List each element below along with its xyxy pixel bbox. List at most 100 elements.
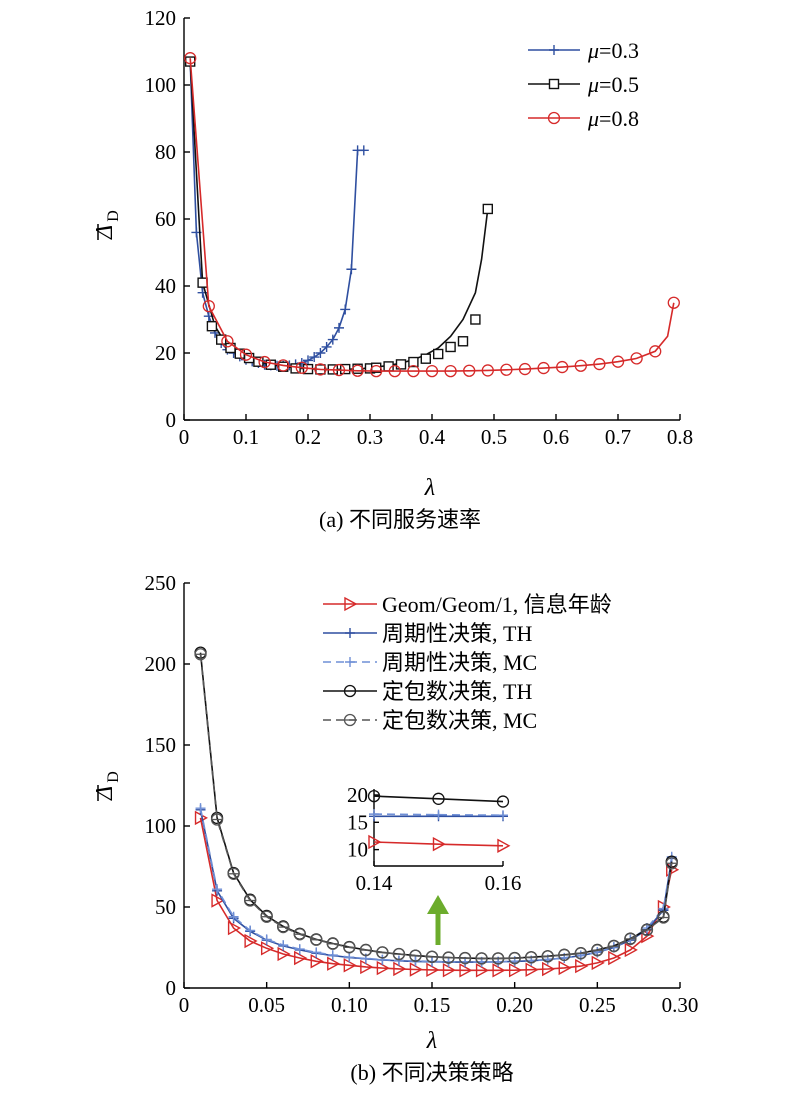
chart-b-series-0-point [542, 961, 556, 977]
chart-b-x-tick-label: 0 [179, 993, 190, 1017]
chart-b-series-4-point [376, 946, 389, 959]
chart-b-series [194, 646, 680, 978]
chart-a-axes: 0 0.1 0.2 0.3 0.4 0.5 0.6 0.7 0.8 0 20 40 60 80 100 120 [145, 6, 694, 449]
chart-b-series-0-point [492, 963, 506, 978]
chart-b-series-0-point [211, 893, 225, 908]
chart-a-x-tick-label: 0.7 [605, 425, 631, 449]
legend-label-symbol: μ [587, 106, 599, 131]
chart-b-series-4-point [640, 923, 654, 937]
inset-series-2-point [369, 809, 379, 820]
chart-b-series-2-point [245, 925, 256, 936]
chart-b-y-tick-label: 0 [166, 976, 177, 1000]
chart-b-x-axis-label: λ [426, 1028, 437, 1054]
chart-b-series-0-point [575, 958, 589, 974]
chart-b-series-4-point [277, 920, 290, 934]
legend-label: Geom/Geom/1, 信息年龄 [382, 592, 612, 617]
chart-a-series-0-point [309, 352, 320, 363]
chart-b-y-axis-label: Δ D [92, 771, 122, 801]
chart-a-x-tick-label: 0.3 [357, 425, 383, 449]
chart-b-series-4-point [525, 951, 538, 964]
legend-label-value: =0.3 [599, 38, 639, 63]
chart-b-series-2-point [278, 940, 289, 951]
chart-b-y-tick-label: 200 [145, 652, 177, 676]
chart-b-series-0-point [442, 963, 456, 978]
chart-b-series-2-line [199, 808, 673, 963]
chart-b-series-0-point [591, 955, 605, 971]
chart-a-series-0-point [321, 341, 332, 352]
chart-a-series-2-point [500, 363, 513, 376]
chart-b-legend-item-0: Geom/Geom/1, 信息年龄 [323, 592, 612, 617]
chart-a-series-0-point [334, 322, 344, 333]
chart-b-series-4-point [657, 911, 670, 924]
chart-b-legend-item-2: 周期性决策, MC [323, 650, 537, 675]
chart-b-series-0-point [310, 954, 324, 969]
chart-b-series-2-point [344, 952, 355, 963]
chart-a-series-2-point [314, 363, 327, 376]
chart-a-x-tick-label: 0.4 [419, 425, 446, 449]
legend-marker [344, 596, 358, 612]
chart-b-x-tick-label: 0.10 [331, 993, 368, 1017]
chart-b-series-0-point [525, 962, 539, 977]
inset-series-0-point [432, 836, 446, 852]
chart-b-legend-item-4: 定包数决策, MC [323, 708, 537, 733]
chart-a-series-2-point [425, 364, 439, 378]
chart-b-y-tick-label: 250 [145, 571, 177, 595]
svg-text:D: D [105, 210, 122, 222]
chart-a-x-axis-label: λ [424, 475, 435, 501]
chart-a-series-1-point [206, 321, 218, 332]
zoom-arrow [427, 895, 449, 945]
legend-marker [345, 657, 355, 667]
legend-marker [345, 628, 355, 638]
chart-a-series-1-point [408, 356, 419, 368]
chart-a-series-1-point [482, 203, 493, 215]
chart-a-y-tick-label: 40 [155, 274, 176, 298]
inset-series-2-point [498, 810, 508, 821]
chart-b-series-2-point [327, 950, 338, 961]
chart-a-series-0-point [315, 348, 326, 358]
chart-a-series-2-point [184, 52, 197, 65]
chart-b-series-0-point [409, 962, 423, 977]
chart-b-series-4-point [425, 950, 439, 964]
inset-series-0-point [368, 834, 382, 850]
chart-b-series-0-point [459, 963, 473, 978]
legend-label: μ=0.8 [587, 106, 639, 131]
legend-label: 定包数决策, TH [382, 679, 532, 704]
chart-b-series-4-point [541, 950, 554, 963]
chart-b-series-4-point [343, 941, 356, 954]
chart-b-series-4-point [243, 894, 257, 907]
legend-marker [548, 78, 560, 90]
chart-b-series-0-point [327, 956, 341, 971]
inset-x-tick-label: 0.16 [485, 871, 522, 895]
chart-b-series-4-point [442, 951, 455, 964]
chart-a-series-0-point [358, 145, 369, 156]
chart-b-series-4 [194, 648, 678, 965]
chart-a-x-tick-label: 0 [179, 425, 190, 449]
chart-b-series-0-point [376, 960, 390, 976]
chart-b-series-2-point [195, 803, 206, 814]
chart-a-series-2-point [239, 348, 253, 361]
chart-a-series-2-point [258, 355, 271, 369]
chart-a-series-1-point [340, 363, 351, 375]
chart-a-caption: (a) 不同服务速率 [319, 507, 481, 532]
inset-series-0-point [497, 838, 511, 853]
legend-marker [343, 684, 357, 698]
legend-label: μ=0.5 [587, 72, 639, 97]
chart-a-series-2-point [611, 355, 625, 368]
chart-a-y-tick-label: 120 [145, 6, 177, 30]
chart-a-legend-item-0: μ=0.3 [528, 38, 639, 63]
chart-b-series-4-point [491, 952, 505, 965]
inset-series-2 [369, 809, 508, 821]
chart-a-series-2-point [221, 335, 234, 348]
chart-b-series-2-point [294, 944, 305, 955]
chart-a-legend: μ=0.3μ=0.5μ=0.8 [528, 38, 639, 131]
legend-marker [343, 713, 357, 727]
chart-b-series-0-point [277, 946, 291, 962]
chart-a: 0 0.1 0.2 0.3 0.4 0.5 0.6 0.7 0.8 0 20 40 60 80 100 120… [92, 6, 693, 532]
chart-a-series-2-point [537, 361, 550, 375]
inset-series-3-point [367, 789, 381, 803]
chart-b-series-2-point [228, 911, 239, 922]
chart-b: 0 0.05 0.10 0.15 0.20 0.25 0.30 0 50 100 150 200 250… [92, 571, 698, 1085]
chart-a-series-1-point [290, 363, 301, 374]
legend-label-value: =0.5 [599, 72, 639, 97]
chart-b-caption: (b) 不同决策策略 [350, 1060, 513, 1085]
